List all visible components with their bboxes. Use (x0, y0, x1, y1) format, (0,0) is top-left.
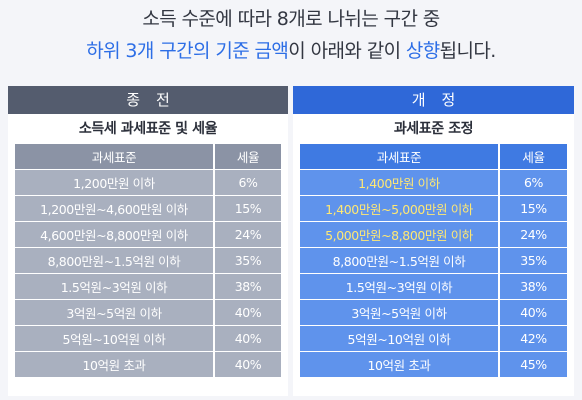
new-table-row: 3억원~5억원 이하 40% (300, 299, 567, 326)
new-table-row: 1.5억원~3억원 이하 38% (300, 273, 567, 300)
old-subtitle: 소득세 과세표준 및 세율 (78, 121, 218, 137)
old-rate-cell: 40% (215, 299, 281, 326)
old-table-row: 1,200만원~4,600만원 이하 15% (15, 195, 281, 222)
headline-highlight-2: 상향 (405, 40, 440, 62)
old-rate-cell: 15% (215, 195, 281, 222)
old-table-row: 1.5억원~3억원 이하 38% (15, 273, 281, 300)
old-table-row: 3억원~5억원 이하 40% (15, 299, 281, 326)
new-table-row: 5,000만원~8,800만원 이하 24% (300, 221, 567, 248)
old-base-cell: 3억원~5억원 이하 (15, 299, 213, 326)
old-base-cell: 1,200만원 이하 (15, 169, 213, 196)
new-subtitle: 과세표준 조정 (393, 121, 474, 137)
new-tax-table: 과세표준 세율 1,400만원 이하 6% 1,400만원~5,000만원 이하 1… (300, 144, 567, 378)
old-header-rate: 세율 (215, 144, 281, 170)
old-base-cell: 5억원~10억원 이하 (15, 325, 213, 352)
headline-highlight: 하위 3개 구간의 기준 금액 (86, 40, 289, 62)
new-table-row: 1,400만원~5,000만원 이하 15% (300, 195, 567, 222)
old-tax-panel: 종전 소득세 과세표준 및 세율 과세표준 세율 1,200만원 이하 6% 1,… (8, 86, 288, 396)
new-rate-cell: 45% (500, 351, 567, 378)
new-rate-cell: 6% (500, 169, 567, 196)
new-header-rate: 세율 (500, 144, 567, 170)
new-base-cell: 5억원~10억원 이하 (300, 325, 498, 352)
new-table-row: 10억원 초과 45% (300, 351, 567, 378)
old-table-row: 1,200만원 이하 6% (15, 169, 281, 196)
old-base-cell: 4,600만원~8,800만원 이하 (15, 221, 213, 248)
new-header-base: 과세표준 (300, 144, 498, 170)
new-table-header: 과세표준 세율 (300, 144, 567, 170)
new-rate-cell: 40% (500, 299, 567, 326)
old-rate-cell: 40% (215, 325, 281, 352)
headline-mid: 이 아래와 같이 (288, 40, 406, 62)
old-rate-cell: 40% (215, 351, 281, 378)
new-rate-cell: 42% (500, 325, 567, 352)
new-base-cell-changed: 1,400만원~5,000만원 이하 (300, 195, 498, 222)
new-rate-cell: 38% (500, 273, 567, 300)
new-rate-cell: 15% (500, 195, 567, 222)
new-base-cell-changed: 5,000만원~8,800만원 이하 (300, 221, 498, 248)
new-table-row: 8,800만원~1.5억원 이하 35% (300, 247, 567, 274)
old-base-cell: 1,200만원~4,600만원 이하 (15, 195, 213, 222)
old-table-row: 8,800만원~1.5억원 이하 35% (15, 247, 281, 274)
old-header-base: 과세표준 (15, 144, 213, 170)
new-base-cell: 10억원 초과 (300, 351, 498, 378)
new-rate-cell: 24% (500, 221, 567, 248)
old-table-row: 4,600만원~8,800만원 이하 24% (15, 221, 281, 248)
new-table-row: 5억원~10억원 이하 42% (300, 325, 567, 352)
new-base-cell: 8,800만원~1.5억원 이하 (300, 247, 498, 274)
old-base-cell: 8,800만원~1.5억원 이하 (15, 247, 213, 274)
new-band: 개정 (293, 86, 574, 114)
headline-line-1: 소득 수준에 따라 8개로 나뉘는 구간 중 (142, 8, 440, 30)
old-table-header: 과세표준 세율 (15, 144, 281, 170)
headline-end: 됩니다. (439, 40, 497, 62)
old-rate-cell: 6% (215, 169, 281, 196)
old-rate-cell: 35% (215, 247, 281, 274)
old-rate-cell: 24% (215, 221, 281, 248)
old-band: 종전 (8, 86, 288, 114)
old-table-row: 5억원~10억원 이하 40% (15, 325, 281, 352)
new-rate-cell: 35% (500, 247, 567, 274)
old-tax-table: 과세표준 세율 1,200만원 이하 6% 1,200만원~4,600만원 이하 1… (15, 144, 281, 378)
old-base-cell: 10억원 초과 (15, 351, 213, 378)
new-table-row: 1,400만원 이하 6% (300, 169, 567, 196)
headline: 소득 수준에 따라 8개로 나뉘는 구간 중 하위 3개 구간의 기준 금액이 … (0, 4, 582, 66)
old-table-row: 10억원 초과 40% (15, 351, 281, 378)
new-tax-panel: 개정 과세표준 조정 과세표준 세율 1,400만원 이하 6% 1,400만원~… (293, 86, 574, 396)
new-base-cell: 1.5억원~3억원 이하 (300, 273, 498, 300)
old-base-cell: 1.5억원~3억원 이하 (15, 273, 213, 300)
old-rate-cell: 38% (215, 273, 281, 300)
new-base-cell: 3억원~5억원 이하 (300, 299, 498, 326)
new-base-cell-changed: 1,400만원 이하 (300, 169, 498, 196)
headline-line-2: 하위 3개 구간의 기준 금액이 아래와 같이 상향됩니다. (0, 36, 582, 66)
